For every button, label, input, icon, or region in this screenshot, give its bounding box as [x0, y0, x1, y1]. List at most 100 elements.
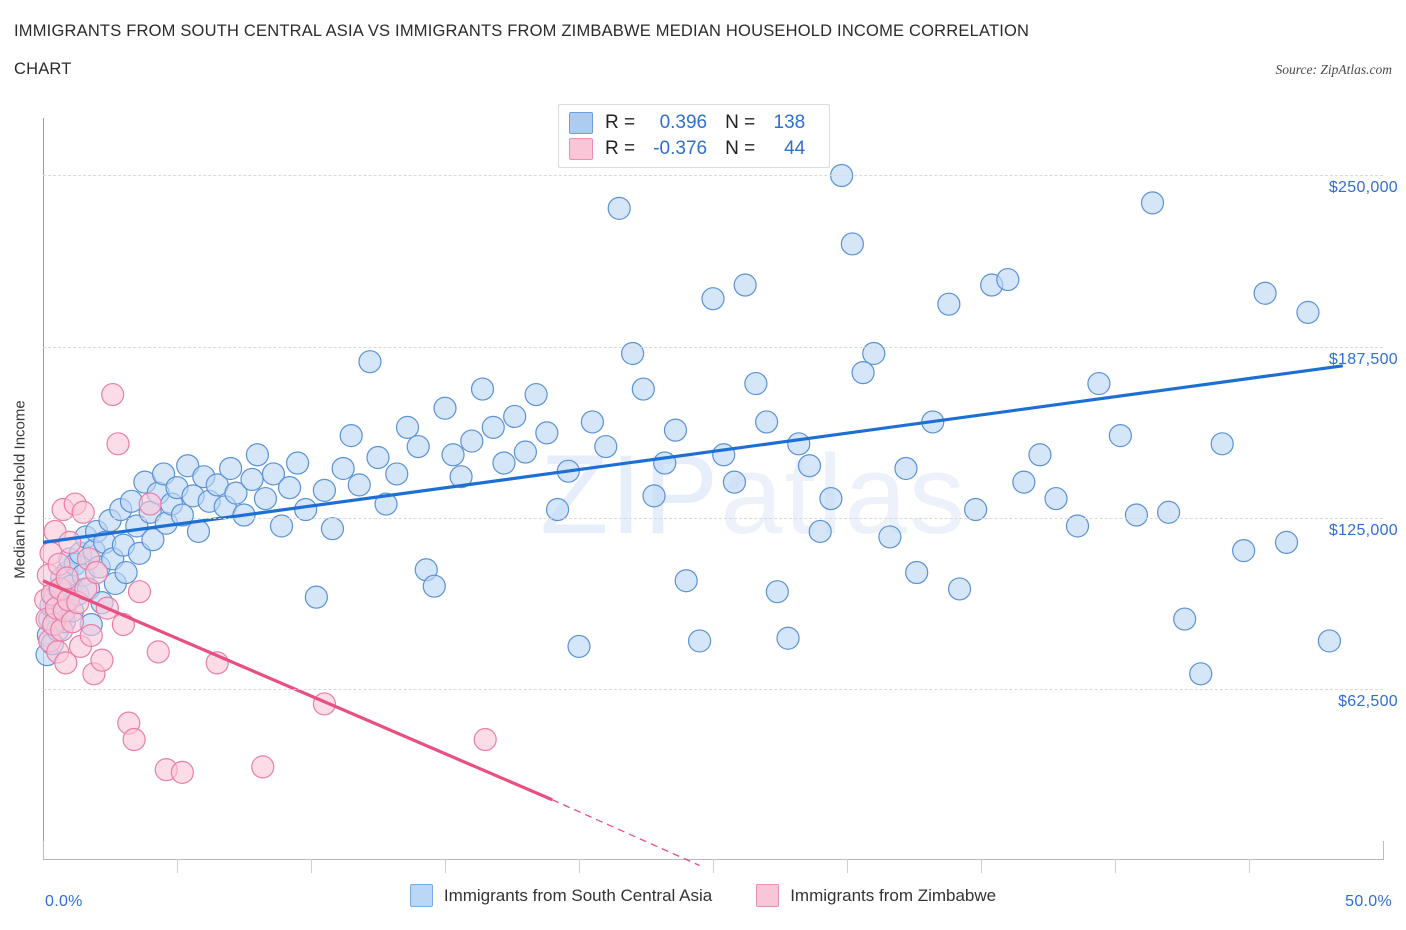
- data-point[interactable]: [937, 292, 961, 316]
- data-point[interactable]: [253, 486, 278, 511]
- data-point[interactable]: [374, 492, 398, 516]
- data-point[interactable]: [406, 434, 430, 459]
- data-point[interactable]: [1173, 607, 1197, 631]
- data-point[interactable]: [339, 424, 363, 448]
- data-point[interactable]: [1274, 530, 1299, 554]
- data-point[interactable]: [219, 456, 243, 481]
- data-point[interactable]: [905, 560, 929, 585]
- data-point[interactable]: [286, 451, 310, 475]
- data-point[interactable]: [106, 432, 130, 456]
- data-point[interactable]: [513, 440, 537, 464]
- data-point[interactable]: [251, 755, 275, 779]
- data-point[interactable]: [947, 577, 972, 601]
- data-point[interactable]: [503, 404, 527, 429]
- data-point[interactable]: [224, 481, 248, 505]
- data-point[interactable]: [127, 580, 152, 604]
- data-point[interactable]: [701, 287, 725, 311]
- data-point[interactable]: [269, 514, 294, 538]
- data-point[interactable]: [60, 610, 85, 634]
- data-point[interactable]: [996, 267, 1020, 292]
- data-point[interactable]: [964, 497, 988, 522]
- data-point[interactable]: [663, 418, 688, 442]
- data-point[interactable]: [840, 232, 864, 256]
- data-point[interactable]: [607, 196, 631, 220]
- data-point[interactable]: [535, 421, 559, 445]
- data-point[interactable]: [245, 443, 269, 467]
- data-point[interactable]: [620, 341, 645, 366]
- data-point[interactable]: [567, 634, 591, 659]
- data-point[interactable]: [851, 361, 875, 385]
- data-point[interactable]: [304, 585, 328, 609]
- data-point[interactable]: [277, 476, 302, 500]
- data-point[interactable]: [1044, 486, 1068, 511]
- data-point[interactable]: [170, 760, 194, 784]
- data-point[interactable]: [54, 651, 78, 675]
- data-point[interactable]: [754, 410, 779, 434]
- data-point[interactable]: [481, 415, 505, 439]
- data-point[interactable]: [894, 456, 918, 481]
- data-point[interactable]: [797, 454, 822, 478]
- data-point[interactable]: [674, 569, 698, 593]
- data-point[interactable]: [862, 341, 886, 366]
- data-point[interactable]: [1253, 281, 1277, 305]
- data-point[interactable]: [580, 410, 605, 434]
- data-point[interactable]: [395, 415, 420, 439]
- data-point[interactable]: [146, 640, 170, 664]
- data-point[interactable]: [460, 429, 484, 453]
- data-point[interactable]: [1140, 191, 1165, 215]
- data-point[interactable]: [1087, 371, 1111, 396]
- data-point[interactable]: [492, 451, 516, 475]
- data-point[interactable]: [84, 560, 109, 585]
- data-point[interactable]: [58, 530, 82, 554]
- data-point[interactable]: [473, 727, 497, 752]
- data-point[interactable]: [240, 467, 264, 492]
- data-point[interactable]: [808, 519, 832, 544]
- legend-item-zimbabwe[interactable]: Immigrants from Zimbabwe: [756, 884, 996, 907]
- data-point[interactable]: [320, 517, 345, 541]
- data-point[interactable]: [1028, 443, 1052, 467]
- data-point[interactable]: [776, 626, 800, 650]
- data-point[interactable]: [1012, 470, 1036, 494]
- data-point[interactable]: [594, 434, 618, 459]
- data-point[interactable]: [1317, 629, 1342, 653]
- data-point[interactable]: [1232, 539, 1256, 563]
- data-point[interactable]: [524, 382, 548, 407]
- data-point[interactable]: [545, 497, 570, 522]
- data-point[interactable]: [331, 456, 355, 481]
- data-point[interactable]: [631, 377, 655, 401]
- data-point[interactable]: [358, 350, 382, 374]
- data-point[interactable]: [449, 465, 473, 489]
- data-point[interactable]: [347, 473, 371, 497]
- data-point[interactable]: [722, 470, 747, 494]
- data-point[interactable]: [642, 484, 666, 508]
- data-point[interactable]: [114, 560, 138, 585]
- data-point[interactable]: [470, 377, 495, 401]
- data-point[interactable]: [687, 629, 712, 653]
- data-point[interactable]: [385, 462, 409, 486]
- data-point[interactable]: [422, 574, 446, 598]
- data-point[interactable]: [1210, 432, 1234, 456]
- data-point[interactable]: [1065, 514, 1090, 538]
- data-point[interactable]: [101, 382, 125, 407]
- data-point[interactable]: [733, 273, 757, 297]
- data-point[interactable]: [441, 443, 465, 467]
- data-point[interactable]: [878, 525, 902, 549]
- data-point[interactable]: [261, 462, 286, 486]
- data-point[interactable]: [819, 486, 843, 511]
- data-point[interactable]: [122, 727, 146, 752]
- data-point[interactable]: [712, 443, 736, 467]
- data-point[interactable]: [312, 478, 336, 502]
- data-point[interactable]: [1124, 503, 1149, 527]
- data-point[interactable]: [90, 648, 114, 672]
- data-point[interactable]: [765, 580, 789, 604]
- data-point[interactable]: [744, 371, 768, 396]
- data-point[interactable]: [1156, 500, 1181, 524]
- data-point[interactable]: [433, 396, 457, 420]
- data-point[interactable]: [170, 503, 194, 527]
- data-point[interactable]: [79, 623, 103, 648]
- data-point[interactable]: [787, 432, 811, 456]
- data-point[interactable]: [138, 492, 162, 516]
- data-point[interactable]: [71, 500, 95, 524]
- legend-item-south-central-asia[interactable]: Immigrants from South Central Asia: [409, 884, 712, 907]
- data-point[interactable]: [1296, 300, 1320, 324]
